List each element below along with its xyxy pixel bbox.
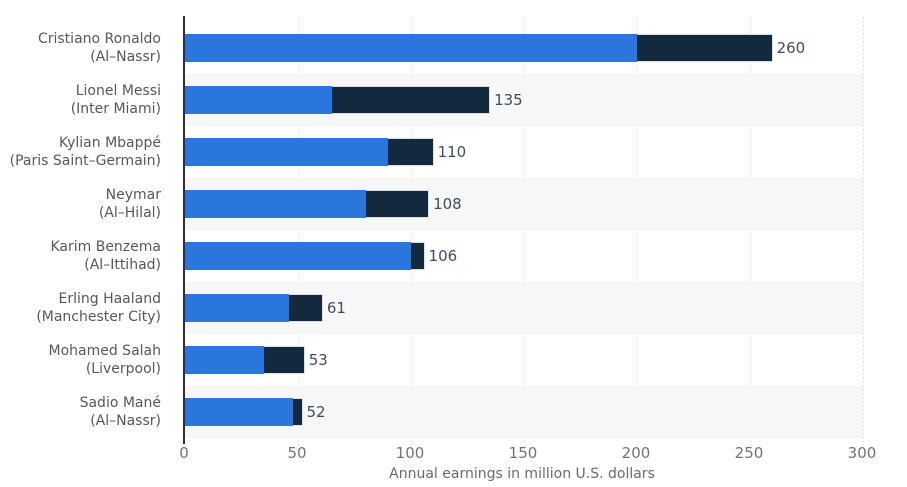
player-name: Karim Benzema bbox=[50, 239, 161, 255]
x-gridline-300 bbox=[863, 17, 864, 447]
x-axis-tick-label: 250 bbox=[734, 444, 764, 462]
player-club: (Al–Ittihad) bbox=[84, 257, 161, 273]
player-name: Cristiano Ronaldo bbox=[37, 31, 161, 47]
value-label: 110 bbox=[437, 143, 467, 161]
bar-segment-light-blue bbox=[185, 294, 289, 322]
bar-segment-dark-navy bbox=[293, 398, 303, 426]
x-axis-tick-label: 150 bbox=[508, 444, 538, 462]
bar-segment-dark-navy bbox=[388, 138, 434, 166]
category-label: Neymar (Al–Hilal) bbox=[0, 178, 171, 230]
stacked-bar: 108 bbox=[185, 178, 863, 230]
bar-row: 110 bbox=[185, 126, 863, 178]
player-name: Erling Haaland bbox=[58, 291, 161, 307]
x-axis-tick-label: 50 bbox=[287, 444, 307, 462]
bar-segment-dark-navy bbox=[331, 86, 491, 114]
bar-segment-light-blue bbox=[185, 242, 411, 270]
stacked-bar: 110 bbox=[185, 126, 863, 178]
x-axis-title: Annual earnings in million U.S. dollars bbox=[389, 466, 655, 482]
bar-row: 108 bbox=[185, 178, 863, 230]
y-axis-line bbox=[183, 16, 185, 444]
value-label: 61 bbox=[326, 299, 346, 317]
x-axis-tick-label: 200 bbox=[621, 444, 651, 462]
x-gridline-200 bbox=[637, 17, 638, 447]
player-name: Neymar bbox=[105, 187, 161, 203]
bar-segment-dark-navy bbox=[637, 34, 773, 62]
player-name: Mohamed Salah bbox=[48, 343, 162, 359]
stacked-bar: 61 bbox=[185, 282, 863, 334]
bar-segment-light-blue bbox=[185, 346, 265, 374]
bar-segment-dark-navy bbox=[264, 346, 305, 374]
player-club: (Liverpool) bbox=[85, 361, 161, 377]
x-axis-tick-label: 300 bbox=[847, 444, 877, 462]
x-axis-tick-label: 0 bbox=[179, 444, 189, 462]
bar-segment-light-blue bbox=[185, 190, 366, 218]
category-label: Karim Benzema (Al–Ittihad) bbox=[0, 230, 171, 282]
x-gridline-100 bbox=[411, 17, 412, 447]
bar-row: 106 bbox=[185, 230, 863, 282]
value-label: 260 bbox=[776, 39, 806, 57]
category-label: Erling Haaland (Manchester City) bbox=[0, 282, 171, 334]
bar-row: 53 bbox=[185, 334, 863, 386]
stacked-bar: 53 bbox=[185, 334, 863, 386]
value-label: 52 bbox=[306, 403, 326, 421]
bar-segment-light-blue bbox=[185, 398, 294, 426]
bar-segment-dark-navy bbox=[288, 294, 323, 322]
bar-row: 260 bbox=[185, 22, 863, 74]
value-label: 108 bbox=[433, 195, 462, 213]
x-gridline-150 bbox=[524, 17, 525, 447]
bar-segment-light-blue bbox=[185, 138, 389, 166]
category-label: Cristiano Ronaldo (Al–Nassr) bbox=[0, 22, 171, 74]
category-label: Kylian Mbappé (Paris Saint–Germain) bbox=[0, 126, 171, 178]
bar-row: 52 bbox=[185, 386, 863, 438]
value-label: 53 bbox=[308, 351, 328, 369]
value-label: 135 bbox=[494, 91, 523, 109]
category-label: Sadio Mané (Al–Nassr) bbox=[0, 386, 171, 438]
category-label: Lionel Messi (Inter Miami) bbox=[0, 74, 171, 126]
category-label: Mohamed Salah (Liverpool) bbox=[0, 334, 171, 386]
bar-segment-light-blue bbox=[185, 86, 332, 114]
category-label-column: Cristiano Ronaldo (Al–Nassr) Lionel Messi (… bbox=[0, 22, 171, 438]
player-name: Sadio Mané bbox=[79, 395, 161, 411]
player-club: (Al–Nassr) bbox=[90, 413, 161, 429]
player-club: (Inter Miami) bbox=[70, 101, 161, 117]
player-club: (Al–Hilal) bbox=[98, 205, 161, 221]
player-name: Kylian Mbappé bbox=[58, 135, 161, 151]
stacked-bar: 52 bbox=[185, 386, 863, 438]
bar-row: 135 bbox=[185, 74, 863, 126]
player-club: (Manchester City) bbox=[36, 309, 161, 325]
player-club: (Paris Saint–Germain) bbox=[9, 153, 161, 169]
player-name: Lionel Messi bbox=[75, 83, 161, 99]
bar-segment-light-blue bbox=[185, 34, 637, 62]
stacked-bar: 260 bbox=[185, 22, 863, 74]
player-club: (Al–Nassr) bbox=[90, 49, 161, 65]
x-gridline-50 bbox=[298, 17, 299, 447]
bar-segment-dark-navy bbox=[365, 190, 430, 218]
x-axis-tick-label: 100 bbox=[395, 444, 425, 462]
stacked-bar: 135 bbox=[185, 74, 863, 126]
bar-row: 61 bbox=[185, 282, 863, 334]
x-gridline-250 bbox=[750, 17, 751, 447]
value-label: 106 bbox=[428, 247, 458, 265]
bar-segment-dark-navy bbox=[411, 242, 425, 270]
stacked-bar: 106 bbox=[185, 230, 863, 282]
plot-area: 260 135 110 108 106 61 53 52 bbox=[185, 17, 864, 447]
